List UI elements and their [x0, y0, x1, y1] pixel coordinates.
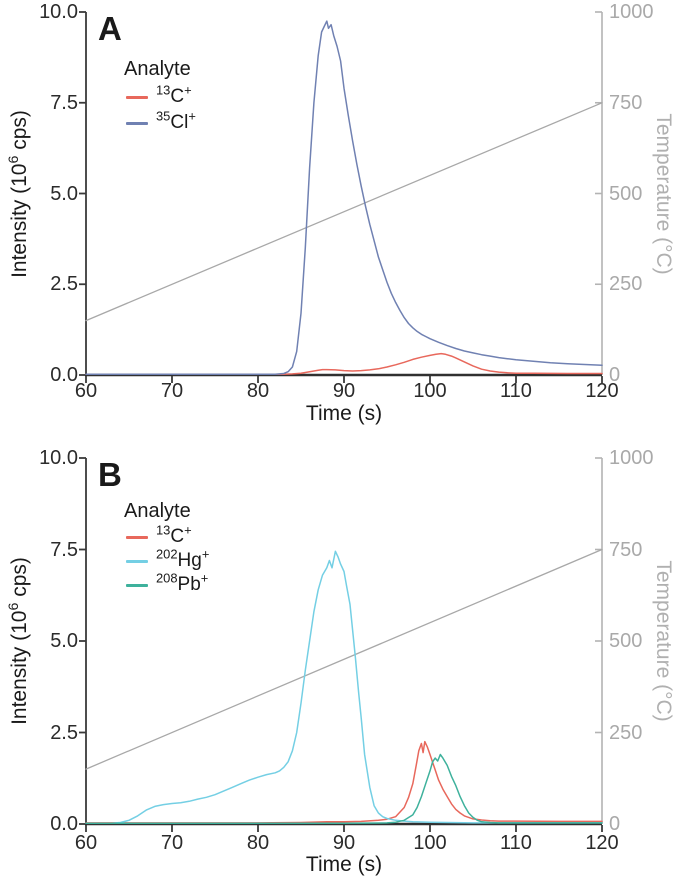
secondary-y-axis-title: Temperature (°C) [652, 560, 675, 722]
charge-sup: + [184, 82, 192, 98]
x-tick-label: 80 [246, 832, 270, 854]
element-symbol: C [170, 86, 185, 107]
mass-number-sup: 13 [156, 82, 171, 98]
y-title-suffix: cps) [8, 557, 31, 603]
panel-label: A [98, 10, 122, 47]
x-axis-title: Time (s) [305, 853, 383, 876]
secondary-y-tick-label: 250 [609, 273, 643, 296]
y-axis-title: Intensity (106 cps) [6, 109, 32, 278]
y-axis-title: Intensity (106 cps) [6, 557, 32, 725]
legend-swatch-35Cl+ [126, 122, 148, 125]
y-tick-label: 5.0 [50, 630, 78, 652]
legend-label-13C+: 13C+ [156, 522, 192, 548]
element-symbol: C [170, 526, 185, 547]
mass-number-sup: 13 [156, 522, 171, 538]
series-line-202Hg+ [85, 550, 603, 825]
charge-sup: + [201, 546, 210, 562]
y-tick-label: 0.0 [50, 364, 78, 386]
x-axis-title: Time (s) [305, 402, 383, 425]
y-tick-label: 0.0 [50, 813, 78, 835]
y-tick-label: 7.5 [50, 538, 78, 561]
y-title-suffix: cps) [8, 109, 31, 156]
legend-title: Analyte [124, 58, 191, 80]
charge-sup: + [184, 522, 192, 538]
plot-canvas-a [79, 11, 603, 383]
y-tick-label: 5.0 [50, 182, 78, 205]
y-tick-label: 2.5 [50, 721, 78, 744]
secondary-y-tick-label: 0 [609, 813, 621, 835]
x-tick-label: 70 [160, 380, 184, 402]
secondary-y-tick-label: 0 [609, 364, 621, 386]
x-tick-label: 120 [585, 380, 619, 402]
secondary-y-tick-label: 750 [609, 538, 643, 561]
panel-a: 0 250 500 750 1000 0.0 2.5 5.0 7.5 10.0 60 70 80 90 10… [0, 0, 685, 438]
x-tick-label: 110 [500, 380, 532, 402]
secondary-y-tick-label: 500 [609, 182, 643, 205]
x-tick-label: 110 [500, 832, 532, 854]
y-title-prefix: Intensity (10 [8, 610, 31, 725]
y-tick-label: 10.0 [39, 1, 78, 23]
exponent-sup: 6 [6, 602, 22, 611]
series-line-13C+ [85, 352, 603, 376]
secondary-y-tick-label: 1000 [609, 1, 654, 23]
legend-label-35Cl+: 35Cl+ [156, 108, 196, 134]
x-tick-label: 90 [332, 380, 356, 402]
x-tick-label: 100 [413, 380, 447, 402]
legend-label-208Pb+: 208Pb+ [156, 570, 209, 596]
series-line-temperature-ramp [85, 102, 603, 322]
legend-swatch-202Hg+ [126, 560, 148, 563]
panel-label: B [98, 456, 122, 493]
legend-swatch-13C+ [126, 536, 148, 539]
charge-sup: + [200, 570, 209, 586]
mass-number-sup: 208 [156, 570, 178, 586]
y-title-prefix: Intensity (10 [8, 163, 31, 278]
x-tick-label: 120 [585, 832, 619, 854]
x-tick-label: 70 [160, 832, 184, 854]
secondary-y-tick-label: 250 [609, 721, 643, 744]
secondary-y-tick-label: 1000 [609, 447, 654, 469]
y-tick-label: 7.5 [50, 91, 78, 114]
series-line-13C+ [85, 740, 603, 824]
legend-swatch-208Pb+ [126, 584, 148, 587]
legend-swatch-13C+ [126, 96, 148, 99]
x-tick-label: 60 [74, 832, 98, 854]
series-line-35Cl+ [85, 20, 603, 376]
exponent-sup: 6 [6, 155, 22, 164]
x-tick-label: 100 [413, 832, 447, 854]
element-symbol: Hg [177, 550, 202, 571]
charge-sup: + [188, 108, 196, 124]
panel-b: 0 250 500 750 1000 0.0 2.5 5.0 7.5 10.0 60 70 80 90 10… [0, 438, 685, 877]
legend-label-13C+: 13C+ [156, 82, 192, 108]
mass-number-sup: 35 [156, 108, 171, 124]
y-tick-label: 10.0 [39, 447, 78, 469]
element-symbol: Cl [170, 112, 189, 133]
series-line-208Pb+ [85, 753, 603, 825]
x-tick-label: 60 [74, 380, 98, 402]
secondary-y-axis-title: Temperature (°C) [652, 112, 675, 275]
legend-title: Analyte [124, 500, 191, 522]
secondary-y-tick-label: 750 [609, 91, 643, 114]
secondary-y-tick-label: 500 [609, 630, 643, 652]
x-tick-label: 80 [246, 380, 270, 402]
y-tick-label: 2.5 [50, 273, 78, 296]
element-symbol: Pb [177, 574, 201, 595]
mass-number-sup: 202 [156, 546, 178, 562]
x-tick-label: 90 [332, 832, 356, 854]
plot-canvas-b [79, 457, 603, 832]
legend-label-202Hg+: 202Hg+ [156, 546, 210, 572]
series-line-temperature-ramp [85, 548, 603, 770]
